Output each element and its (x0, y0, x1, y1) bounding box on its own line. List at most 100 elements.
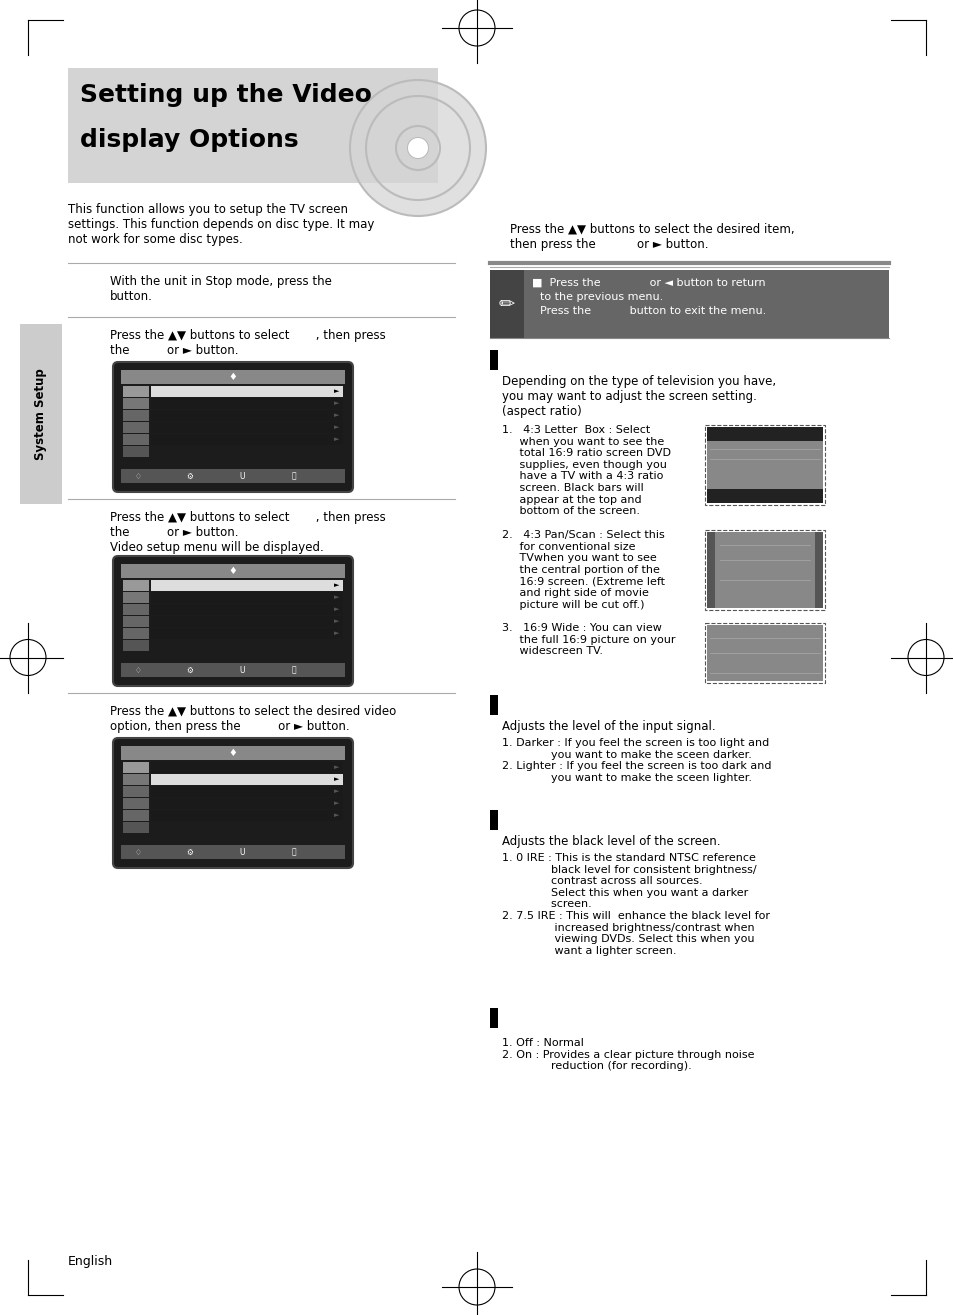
Text: Press the ▲▼ buttons to select the desired item,
then press the           or ► b: Press the ▲▼ buttons to select the desir… (510, 224, 794, 251)
Text: ⓘ: ⓘ (292, 665, 296, 675)
Bar (706, 489, 822, 504)
Bar (151, 580, 343, 590)
Text: Press the ▲▼ buttons to select       , then press
the          or ► button.: Press the ▲▼ buttons to select , then pr… (110, 329, 385, 356)
Bar (151, 434, 343, 444)
Bar (123, 434, 149, 444)
Text: ►: ► (334, 437, 338, 443)
FancyBboxPatch shape (112, 362, 353, 492)
Bar (123, 822, 149, 832)
Text: 1. 0 IRE : This is the standard NTSC reference
              black level for con: 1. 0 IRE : This is the standard NTSC ref… (501, 853, 769, 956)
Text: ⚙: ⚙ (187, 472, 193, 480)
Bar (123, 798, 149, 809)
Bar (123, 629, 149, 639)
Bar (20, 323, 62, 504)
Text: ►: ► (334, 764, 338, 771)
Bar (704, 425, 824, 505)
Text: ►: ► (334, 776, 338, 782)
Text: ⓘ: ⓘ (292, 472, 296, 480)
Bar (490, 350, 497, 370)
Bar (151, 410, 343, 421)
Text: ►: ► (334, 606, 338, 613)
Text: ►: ► (334, 594, 338, 601)
Bar (123, 604, 149, 615)
Text: ►: ► (334, 425, 338, 430)
Bar (490, 1009, 497, 1028)
Text: ♢: ♢ (134, 665, 141, 675)
Text: 2.   4:3 Pan/Scan : Select this
     for conventional size
     TVwhen you want : 2. 4:3 Pan/Scan : Select this for conven… (501, 530, 664, 610)
Bar (121, 370, 345, 384)
Text: display Options: display Options (80, 128, 298, 153)
Text: Depending on the type of television you have,
you may want to adjust the screen : Depending on the type of television you … (501, 375, 776, 418)
Bar (490, 270, 888, 338)
Text: 1.   4:3 Letter  Box : Select
     when you want to see the
     total 16:9 rati: 1. 4:3 Letter Box : Select when you want… (501, 425, 670, 517)
Bar (121, 469, 345, 483)
Text: 1. Darker : If you feel the screen is too light and
              you want to ma: 1. Darker : If you feel the screen is to… (501, 738, 771, 782)
Bar (706, 442, 822, 489)
FancyBboxPatch shape (112, 556, 353, 686)
Bar (123, 387, 149, 397)
FancyBboxPatch shape (112, 738, 353, 868)
Text: ►: ► (334, 630, 338, 636)
Bar (706, 533, 714, 608)
Bar (121, 564, 345, 579)
Bar (151, 761, 343, 773)
Text: ►: ► (334, 618, 338, 625)
Text: ►: ► (334, 413, 338, 418)
Bar (123, 775, 149, 785)
Text: ✏: ✏ (498, 295, 515, 313)
Text: ⚙: ⚙ (187, 847, 193, 856)
Text: U: U (239, 472, 245, 480)
Text: Adjusts the level of the input signal.: Adjusts the level of the input signal. (501, 721, 715, 732)
Text: ►: ► (334, 388, 338, 394)
Bar (151, 398, 343, 409)
Bar (123, 761, 149, 773)
Text: Press the ▲▼ buttons to select       , then press
the          or ► button.
Vide: Press the ▲▼ buttons to select , then pr… (110, 512, 385, 554)
Bar (151, 629, 343, 639)
Text: English: English (68, 1255, 113, 1268)
Text: ♦: ♦ (229, 372, 237, 381)
Circle shape (350, 80, 485, 216)
Text: Setting up the Video: Setting up the Video (80, 83, 372, 107)
Bar (704, 530, 824, 610)
Bar (151, 786, 343, 797)
Text: ⚙: ⚙ (187, 665, 193, 675)
Bar (151, 592, 343, 604)
Bar (121, 846, 345, 859)
Bar (123, 640, 149, 651)
Text: 1. Off : Normal
2. On : Provides a clear picture through noise
              red: 1. Off : Normal 2. On : Provides a clear… (501, 1038, 754, 1072)
Bar (123, 422, 149, 433)
Text: U: U (239, 665, 245, 675)
Bar (151, 422, 343, 433)
Text: ►: ► (334, 583, 338, 589)
Text: ►: ► (334, 789, 338, 794)
Text: ►: ► (334, 801, 338, 806)
Bar (151, 604, 343, 615)
Bar (121, 663, 345, 677)
Bar (123, 398, 149, 409)
Bar (123, 810, 149, 821)
Text: ♢: ♢ (134, 472, 141, 480)
Bar (706, 427, 822, 442)
Text: ♦: ♦ (229, 748, 237, 757)
Bar (121, 746, 345, 760)
Text: U: U (239, 847, 245, 856)
Bar (490, 696, 497, 715)
Text: Press the ▲▼ buttons to select the desired video
option, then press the         : Press the ▲▼ buttons to select the desir… (110, 705, 395, 732)
Bar (151, 798, 343, 809)
Bar (704, 623, 824, 682)
Bar (151, 775, 343, 785)
Text: With the unit in Stop mode, press the
button.: With the unit in Stop mode, press the bu… (110, 275, 332, 302)
Text: to the previous menu.: to the previous menu. (539, 292, 662, 302)
Bar (123, 446, 149, 458)
Bar (123, 615, 149, 627)
Bar (814, 533, 822, 608)
Text: Adjusts the black level of the screen.: Adjusts the black level of the screen. (501, 835, 720, 848)
Text: 3.   16:9 Wide : You can view
     the full 16:9 picture on your
     widescreen: 3. 16:9 Wide : You can view the full 16:… (501, 623, 675, 656)
Bar (706, 533, 822, 608)
Circle shape (408, 138, 428, 158)
Bar (123, 580, 149, 590)
Text: ►: ► (334, 813, 338, 818)
Bar (151, 810, 343, 821)
Bar (68, 68, 437, 183)
Text: System Setup: System Setup (34, 368, 48, 460)
